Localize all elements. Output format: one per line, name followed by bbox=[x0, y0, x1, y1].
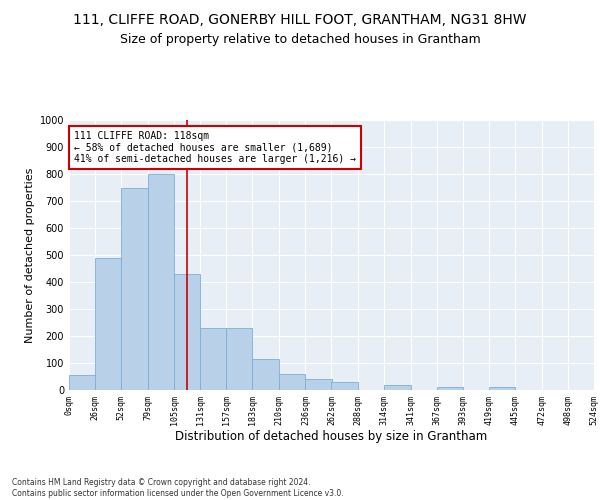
Bar bbox=[95, 258, 121, 390]
Text: 111, CLIFFE ROAD, GONERBY HILL FOOT, GRANTHAM, NG31 8HW: 111, CLIFFE ROAD, GONERBY HILL FOOT, GRA… bbox=[73, 12, 527, 26]
Bar bbox=[148, 174, 174, 390]
X-axis label: Distribution of detached houses by size in Grantham: Distribution of detached houses by size … bbox=[175, 430, 488, 444]
Bar bbox=[121, 188, 148, 390]
Bar bbox=[437, 388, 463, 390]
Text: Contains HM Land Registry data © Crown copyright and database right 2024.
Contai: Contains HM Land Registry data © Crown c… bbox=[12, 478, 344, 498]
Bar bbox=[69, 375, 95, 390]
Bar bbox=[226, 328, 253, 390]
Bar bbox=[383, 384, 410, 390]
Bar bbox=[174, 274, 200, 390]
Y-axis label: Number of detached properties: Number of detached properties bbox=[25, 168, 35, 342]
Bar bbox=[200, 328, 226, 390]
Bar bbox=[280, 374, 305, 390]
Bar bbox=[253, 359, 280, 390]
Text: Size of property relative to detached houses in Grantham: Size of property relative to detached ho… bbox=[119, 32, 481, 46]
Bar bbox=[305, 379, 331, 390]
Bar bbox=[489, 388, 515, 390]
Text: 111 CLIFFE ROAD: 118sqm
← 58% of detached houses are smaller (1,689)
41% of semi: 111 CLIFFE ROAD: 118sqm ← 58% of detache… bbox=[74, 131, 356, 164]
Bar bbox=[331, 382, 358, 390]
